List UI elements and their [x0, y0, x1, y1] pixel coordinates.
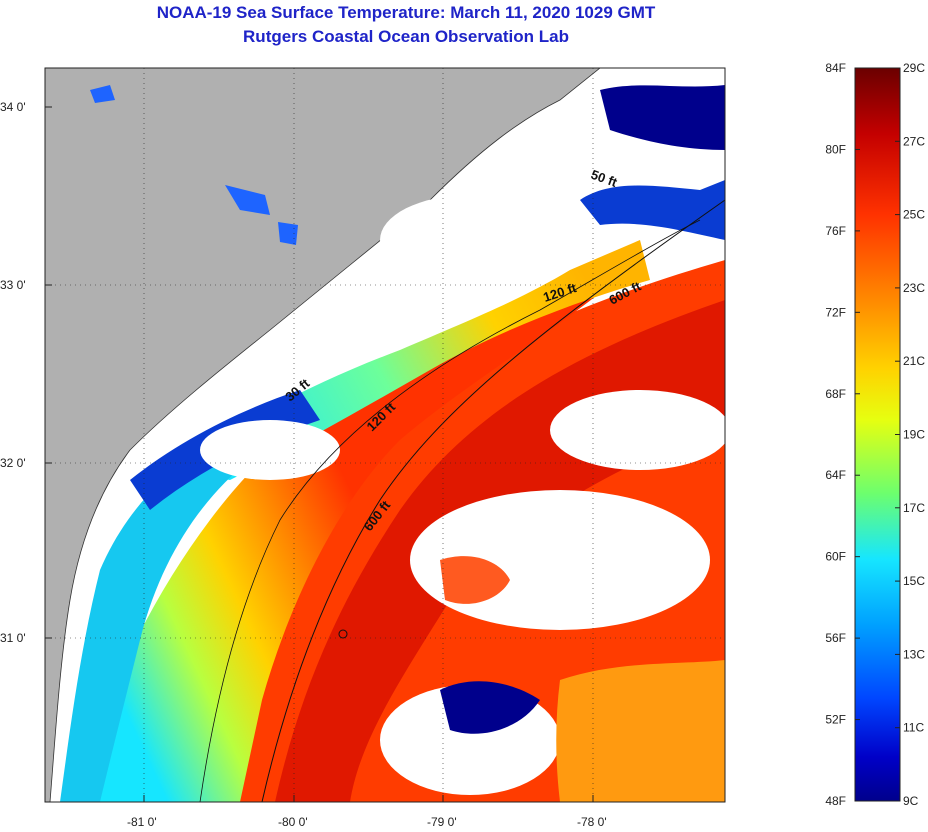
land-mass [45, 68, 601, 802]
colorbar-celsius-label: 27C [903, 134, 925, 148]
latitude-label: 34 0' [0, 100, 26, 114]
coastal-cool-water [60, 430, 250, 802]
map-frame [44, 67, 726, 803]
colorbar-fahrenheit-label: 68F [825, 387, 846, 401]
contour-120ft-line [199, 219, 701, 802]
colorbar [854, 67, 901, 802]
cloud-patch [380, 195, 560, 285]
colorbar-celsius-label: 15C [903, 574, 925, 588]
inland-water [278, 222, 298, 245]
colorbar-fahrenheit-label: 76F [825, 224, 846, 238]
cold-patch [440, 681, 540, 734]
longitude-label: -78 0' [577, 815, 607, 829]
colorbar-celsius-label: 23C [903, 281, 925, 295]
cloud-patch [200, 420, 340, 480]
axis-ticks [45, 106, 594, 802]
colorbar-celsius-label: 21C [903, 354, 925, 368]
colorbar-celsius-label: 9C [903, 794, 919, 808]
colorbar-fahrenheit-labels: 84F 80F 76F 72F 68F 64F 60F 56F 52F 48F [825, 61, 846, 808]
colorbar-celsius-label: 17C [903, 501, 925, 515]
warm-patch [556, 660, 725, 802]
contour-600ft-line [261, 199, 725, 802]
cold-patch [600, 85, 725, 150]
chart-subtitle: Rutgers Coastal Ocean Observation Lab [243, 27, 569, 46]
latitude-label: 32 0' [0, 456, 26, 470]
map-area: 50 ft 120 ft 600 ft 120 ft 600 ft 30 ft [45, 68, 725, 802]
inland-water [90, 85, 115, 103]
colorbar-celsius-label: 13C [903, 647, 925, 661]
shelf-water-region [80, 260, 640, 802]
cold-patch [580, 180, 725, 240]
colorbar-fahrenheit-label: 72F [825, 305, 846, 319]
graticule [45, 68, 725, 802]
longitude-label: -79 0' [427, 815, 457, 829]
cloud-patch [550, 390, 725, 470]
longitude-label: -81 0' [127, 815, 157, 829]
inland-water [225, 185, 270, 215]
colorbar-celsius-label: 11C [903, 721, 924, 735]
colorbar-fahrenheit-label: 64F [825, 468, 846, 482]
colorbar-celsius-label: 25C [903, 208, 925, 222]
colorbar-celsius-label: 29C [903, 61, 925, 75]
chart-title: NOAA-19 Sea Surface Temperature: March 1… [156, 3, 656, 22]
colorbar-fahrenheit-label: 48F [825, 794, 846, 808]
colorbar-fahrenheit-label: 52F [825, 713, 846, 727]
colorbar-fahrenheit-label: 84F [825, 61, 846, 75]
colorbar-celsius-labels: 29C 27C 25C 23C 21C 19C 17C 15C 13C 11C 9C [903, 61, 925, 808]
latitude-label: 31 0' [0, 631, 26, 645]
station-marker [338, 629, 348, 639]
warm-patch [440, 556, 510, 604]
colorbar-fahrenheit-label: 80F [825, 142, 846, 156]
colorbar-ticks [855, 67, 900, 802]
colorbar-fahrenheit-label: 60F [825, 550, 846, 564]
longitude-label: -80 0' [278, 815, 308, 829]
latitude-label: 33 0' [0, 278, 26, 292]
colorbar-celsius-label: 19C [903, 428, 925, 442]
colorbar-fahrenheit-label: 56F [825, 631, 846, 645]
